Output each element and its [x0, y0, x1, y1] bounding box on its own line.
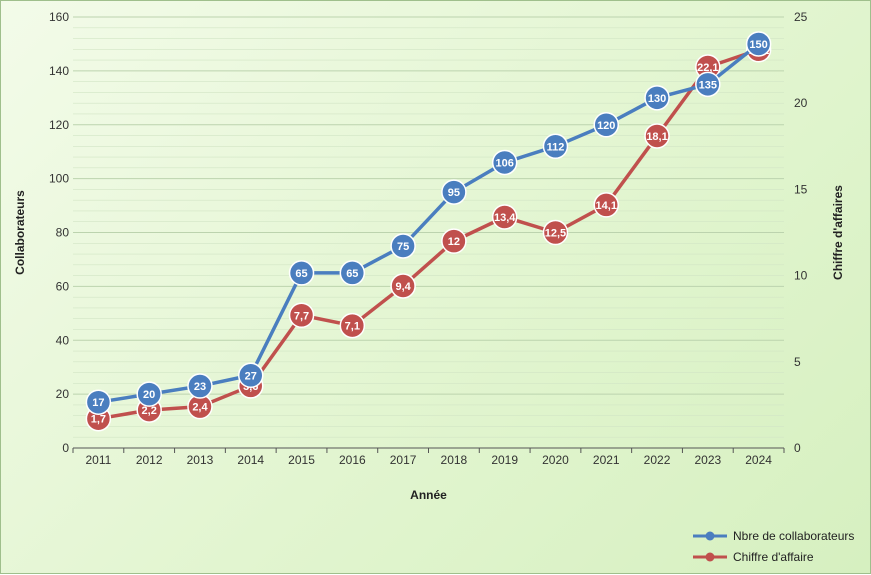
legend-swatch-marker: [705, 552, 715, 562]
data-point: [542, 133, 569, 160]
data-label: 20: [143, 389, 155, 401]
data-point: [288, 260, 315, 286]
data-point: [644, 85, 670, 111]
data-label: 12: [448, 236, 460, 248]
data-label: 75: [397, 241, 409, 253]
data-point: [339, 312, 366, 339]
legend-label: Chiffre d'affaire: [733, 550, 814, 564]
y2-tick-label: 0: [794, 441, 801, 455]
data-label: 95: [448, 187, 460, 199]
x-tick-label: 2015: [288, 453, 315, 467]
y2-tick-label: 10: [794, 269, 808, 283]
y-tick-label: 40: [56, 333, 70, 347]
data-label: 22,1: [697, 62, 718, 74]
y-tick-label: 140: [49, 64, 69, 78]
data-point: [593, 192, 619, 218]
data-label: 17: [92, 397, 104, 409]
data-label: 13,4: [494, 212, 516, 224]
y-tick-label: 0: [62, 441, 69, 455]
legend-item: Nbre de collaborateurs: [693, 529, 854, 543]
y-tick-label: 80: [56, 226, 70, 240]
y2-tick-label: 15: [794, 182, 808, 196]
data-point: [593, 112, 619, 138]
data-point: [745, 31, 772, 57]
y-tick-label: 160: [49, 10, 69, 24]
data-label: 2,4: [192, 402, 208, 414]
data-label: 7,1: [345, 321, 360, 333]
data-point: [695, 71, 721, 98]
data-label: 65: [295, 268, 307, 280]
data-label: 120: [597, 120, 615, 132]
data-point: [542, 219, 569, 246]
data-point: [644, 123, 670, 149]
data-label: 112: [547, 141, 565, 153]
data-label: 18,1: [646, 131, 667, 143]
data-point: [390, 273, 416, 299]
legend-swatch-marker: [705, 531, 715, 541]
x-axis-title: Année: [410, 488, 447, 502]
x-tick-label: 2024: [745, 453, 772, 467]
x-tick-label: 2016: [339, 453, 366, 467]
data-label: 150: [749, 39, 767, 51]
series: 1,72,22,43,67,77,19,41213,412,514,118,12…: [85, 31, 772, 432]
data-point: [288, 302, 315, 329]
data-label: 27: [245, 370, 257, 382]
data-label: 9,4: [395, 281, 411, 293]
x-tick-label: 2023: [694, 453, 721, 467]
data-label: 65: [346, 268, 358, 280]
data-label: 12,5: [545, 228, 566, 240]
data-label: 1,7: [91, 414, 106, 426]
data-point: [491, 149, 518, 176]
y2-axis-title: Chiffre d'affaires: [831, 185, 845, 280]
x-tick-label: 2013: [187, 453, 214, 467]
legend-item: Chiffre d'affaire: [693, 550, 814, 564]
series-collaborateurs: 17 20 23 27 65 65 75 95 106 112 120 130 135 150: [85, 31, 772, 415]
y-tick-label: 120: [49, 118, 69, 132]
x-tick-label: 2018: [441, 453, 468, 467]
legend-label: Nbre de collaborateurs: [733, 529, 854, 543]
data-point: [238, 362, 264, 389]
x-tick-label: 2022: [644, 453, 671, 467]
x-tick-label: 2014: [237, 453, 264, 467]
data-label: 130: [648, 93, 666, 105]
y-tick-label: 100: [49, 172, 69, 186]
data-point: [390, 233, 416, 259]
data-label: 106: [495, 157, 513, 169]
data-label: 2,2: [142, 405, 157, 417]
data-point: [339, 260, 366, 286]
x-tick-label: 2021: [593, 453, 620, 467]
data-point: [85, 389, 112, 415]
legend: Nbre de collaborateurs Chiffre d'affaire: [693, 529, 854, 564]
data-label: 7,7: [294, 310, 309, 322]
data-label: 14,1: [596, 200, 617, 212]
y2-tick-label: 25: [794, 10, 808, 24]
data-label: 23: [194, 381, 206, 393]
data-point: [441, 179, 467, 205]
y2-tick-label: 20: [794, 96, 808, 110]
x-tick-label: 2020: [542, 453, 569, 467]
data-point: [441, 228, 467, 254]
x-tick-label: 2012: [136, 453, 163, 467]
y-tick-label: 20: [56, 387, 70, 401]
data-point: [187, 373, 213, 399]
x-tick-label: 2017: [390, 453, 417, 467]
data-label: 135: [699, 79, 717, 91]
gridlines: [73, 16, 784, 449]
y-axis-title: Collaborateurs: [13, 190, 27, 275]
y-tick-label: 60: [56, 279, 70, 293]
x-tick-label: 2019: [491, 453, 518, 467]
y2-tick-label: 5: [794, 355, 801, 369]
x-tick-label: 2011: [85, 453, 111, 467]
data-point: [491, 204, 518, 230]
data-point: [136, 381, 162, 407]
